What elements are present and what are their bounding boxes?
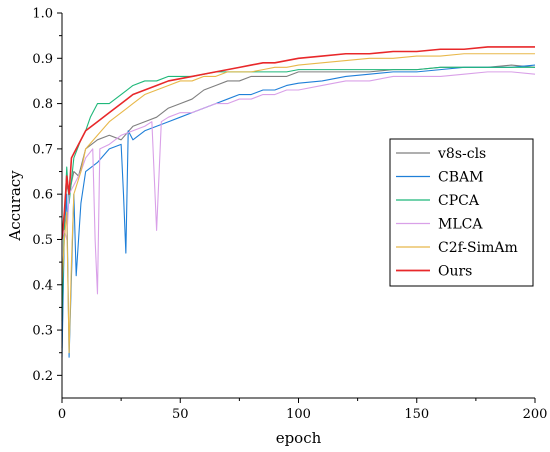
series-line-4 xyxy=(61,53,535,354)
x-tick-label: 150 xyxy=(404,407,429,422)
legend: v8s-cls CBAM CPCA MLCA C2f-SimAm Ours xyxy=(389,138,534,287)
plot-area xyxy=(61,46,536,358)
legend-label-1: CBAM xyxy=(438,170,483,186)
legend-label-4: C2f-SimAm xyxy=(438,240,518,256)
x-axis-title: epoch xyxy=(276,429,322,447)
y-tick-label: 0.2 xyxy=(32,369,53,384)
y-tick-label: 0.9 xyxy=(32,52,53,67)
legend-label-0: v8s-cls xyxy=(437,146,486,162)
x-tick-label: 100 xyxy=(286,407,311,422)
x-tick-label: 50 xyxy=(172,407,189,422)
x-tick-label: 0 xyxy=(58,407,66,422)
y-tick-label: 0.3 xyxy=(32,324,53,339)
series-line-3 xyxy=(61,71,536,295)
y-axis-title: Accuracy xyxy=(6,170,24,242)
y-tick-label: 1.0 xyxy=(32,7,53,22)
axes: 0 50 100 150 200 0.2 0.3 0.4 0.5 0.6 0.7 0.8 0.9 1.0 xyxy=(32,7,547,423)
legend-label-2: CPCA xyxy=(438,193,480,209)
legend-label-5: Ours xyxy=(438,264,472,280)
y-tick-label: 0.7 xyxy=(32,142,53,157)
y-tick-label: 0.5 xyxy=(32,233,53,248)
series-line-5 xyxy=(61,46,535,240)
x-tick-label: 200 xyxy=(523,407,548,422)
y-tick-label: 0.4 xyxy=(32,278,53,293)
legend-box xyxy=(389,138,534,287)
legend-label-3: MLCA xyxy=(438,217,483,233)
y-tick-label: 0.8 xyxy=(32,97,53,112)
y-tick-label: 0.6 xyxy=(32,188,53,203)
